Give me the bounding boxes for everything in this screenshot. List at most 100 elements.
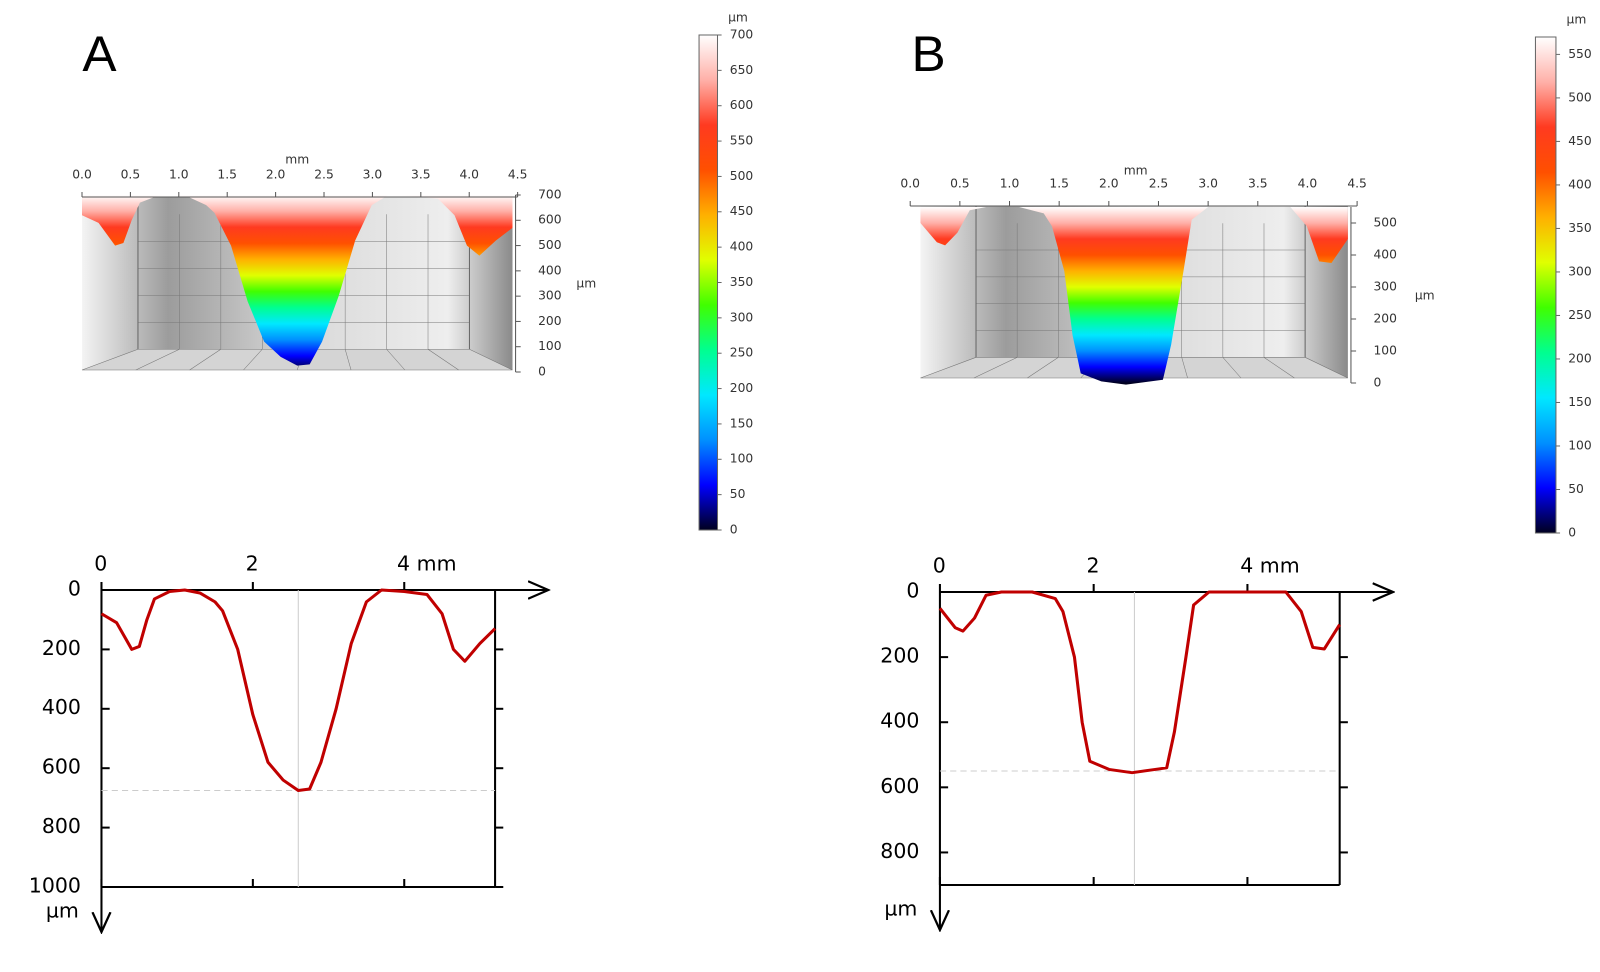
y-tick-label: 0 xyxy=(906,579,919,603)
surface xyxy=(82,195,513,366)
x-tick-label: 0 xyxy=(94,552,107,576)
colorbar-tick-label: 300 xyxy=(1568,265,1591,279)
surface-grid xyxy=(135,349,180,371)
surface-x-tick-label: 2.5 xyxy=(314,168,334,182)
profile-line xyxy=(100,588,497,792)
colorbar-tick-label: 200 xyxy=(1568,352,1591,366)
colorbar-tick-label: 300 xyxy=(730,310,753,324)
colorbar-tick-label: 400 xyxy=(1568,178,1591,192)
colorbar-tick-label: 50 xyxy=(730,487,746,501)
colorbar xyxy=(1534,36,1557,534)
colorbar-tick-label: 250 xyxy=(730,346,753,360)
panel-label: B xyxy=(912,26,946,82)
surface xyxy=(920,207,1348,385)
x-tick-label: 2 xyxy=(246,552,259,576)
surface-x-tick-label: 4.0 xyxy=(1298,177,1318,191)
surface-z-tick-label: 500 xyxy=(538,238,561,252)
surface-z-tick-label: 300 xyxy=(538,289,561,303)
colorbar-tick-label: 0 xyxy=(730,523,738,537)
y-tick-label: 0 xyxy=(68,577,81,601)
surface-x-tick-label: 1.0 xyxy=(1000,177,1020,191)
colorbar-tick-label: 250 xyxy=(1568,308,1591,322)
surface-x-tick-label: 0.0 xyxy=(72,168,92,182)
surface-x-tick-label: 2.0 xyxy=(1099,177,1119,191)
colorbar-tick-label: 700 xyxy=(730,28,753,42)
colorbar-tick-label: 400 xyxy=(730,240,753,254)
profile-line xyxy=(938,590,1341,775)
surface-z-tick-label: 500 xyxy=(1374,216,1397,230)
surface-grid xyxy=(1027,357,1059,379)
surface-z-tick-label: 200 xyxy=(1374,312,1397,326)
x-tick-label: 4 mm xyxy=(397,552,457,576)
y-tick-label: 1000 xyxy=(29,874,81,898)
y-tick-label: 200 xyxy=(42,636,81,660)
colorbar-tick-label: 350 xyxy=(1568,221,1591,235)
surface-z-tick-label: 700 xyxy=(538,188,561,202)
surface-z-label: µm xyxy=(1415,289,1435,303)
surface-grid xyxy=(427,349,459,371)
figure-body: A0.0 0.5 1.0 1.5 2.0 2.5 3.0 3.5 4.0 4.5mm0100200… xyxy=(29,11,1592,932)
colorbar-tick-label: 50 xyxy=(1568,482,1584,496)
y-tick-label: 800 xyxy=(42,814,81,838)
colorbar-tick-label: 650 xyxy=(730,63,753,77)
surface-grid xyxy=(1263,357,1295,379)
surface-grid xyxy=(1181,357,1188,379)
y-tick-label: 800 xyxy=(880,839,919,863)
colorbar-tick-label: 600 xyxy=(730,98,753,112)
surface-x-tick-label: 0.5 xyxy=(950,177,970,191)
y-unit-label: µm xyxy=(884,897,917,921)
surface-z-tick-label: 0 xyxy=(538,365,546,379)
colorbar-tick-label: 550 xyxy=(1568,47,1591,61)
surface-z-tick-label: 0 xyxy=(1374,376,1382,390)
surface-x-tick-label: 2.0 xyxy=(266,168,286,182)
colorbar xyxy=(698,34,719,531)
surface-x-tick-label: 3.0 xyxy=(363,168,383,182)
surface-grid xyxy=(189,349,221,371)
surface-x-tick-label: 0.5 xyxy=(121,168,141,182)
surface-x-tick-label: 4.5 xyxy=(508,168,528,182)
colorbar-tick-label: 150 xyxy=(730,417,753,431)
surface-x-label: mm xyxy=(1124,164,1148,178)
surface-z-tick-label: 100 xyxy=(1374,344,1397,358)
surface-x-tick-label: 3.5 xyxy=(411,168,431,182)
x-tick-label: 0 xyxy=(933,554,946,578)
surface-x-tick-label: 1.0 xyxy=(169,168,189,182)
surface-z-tick-label: 200 xyxy=(538,314,561,328)
colorbar-tick-label: 450 xyxy=(730,204,753,218)
surface-grid xyxy=(243,349,263,371)
y-tick-label: 200 xyxy=(880,644,919,668)
surface-x-tick-label: 0.0 xyxy=(900,177,920,191)
y-tick-label: 400 xyxy=(880,709,919,733)
colorbar-tick-label: 550 xyxy=(730,134,753,148)
surface-x-tick-label: 3.0 xyxy=(1198,177,1218,191)
y-tick-label: 600 xyxy=(42,755,81,779)
surface-grid xyxy=(1222,357,1242,379)
colorbar-tick-label: 0 xyxy=(1568,526,1576,540)
y-tick-label: 400 xyxy=(42,695,81,719)
y-tick-label: 600 xyxy=(880,774,919,798)
surface-z-label: µm xyxy=(576,277,596,291)
surface-grid xyxy=(344,349,352,371)
surface-x-tick-label: 3.5 xyxy=(1248,177,1268,191)
colorbar-tick-label: 500 xyxy=(730,169,753,183)
surface-z-tick-label: 100 xyxy=(538,339,561,353)
surface-x-tick-label: 1.5 xyxy=(1049,177,1069,191)
colorbar-tick-label: 450 xyxy=(1568,134,1591,148)
y-unit-label: µm xyxy=(46,899,79,923)
colorbar-unit: µm xyxy=(1567,13,1587,27)
colorbar-tick-label: 150 xyxy=(1568,395,1591,409)
surface-x-tick-label: 4.5 xyxy=(1347,177,1367,191)
colorbar-tick-label: 100 xyxy=(1568,439,1591,453)
x-tick-label: 4 mm xyxy=(1240,554,1300,578)
surface-grid xyxy=(386,349,406,371)
panel-label: A xyxy=(82,26,116,82)
surface-x-tick-label: 1.5 xyxy=(217,168,237,182)
surface-z-tick-label: 600 xyxy=(538,213,561,227)
colorbar-unit: µm xyxy=(728,11,748,25)
colorbar-tick-label: 350 xyxy=(730,275,753,289)
surface-x-label: mm xyxy=(285,153,309,167)
colorbar-tick-label: 100 xyxy=(730,452,753,466)
surface-grid xyxy=(973,357,1018,379)
surface-z-tick-label: 400 xyxy=(1374,248,1397,262)
